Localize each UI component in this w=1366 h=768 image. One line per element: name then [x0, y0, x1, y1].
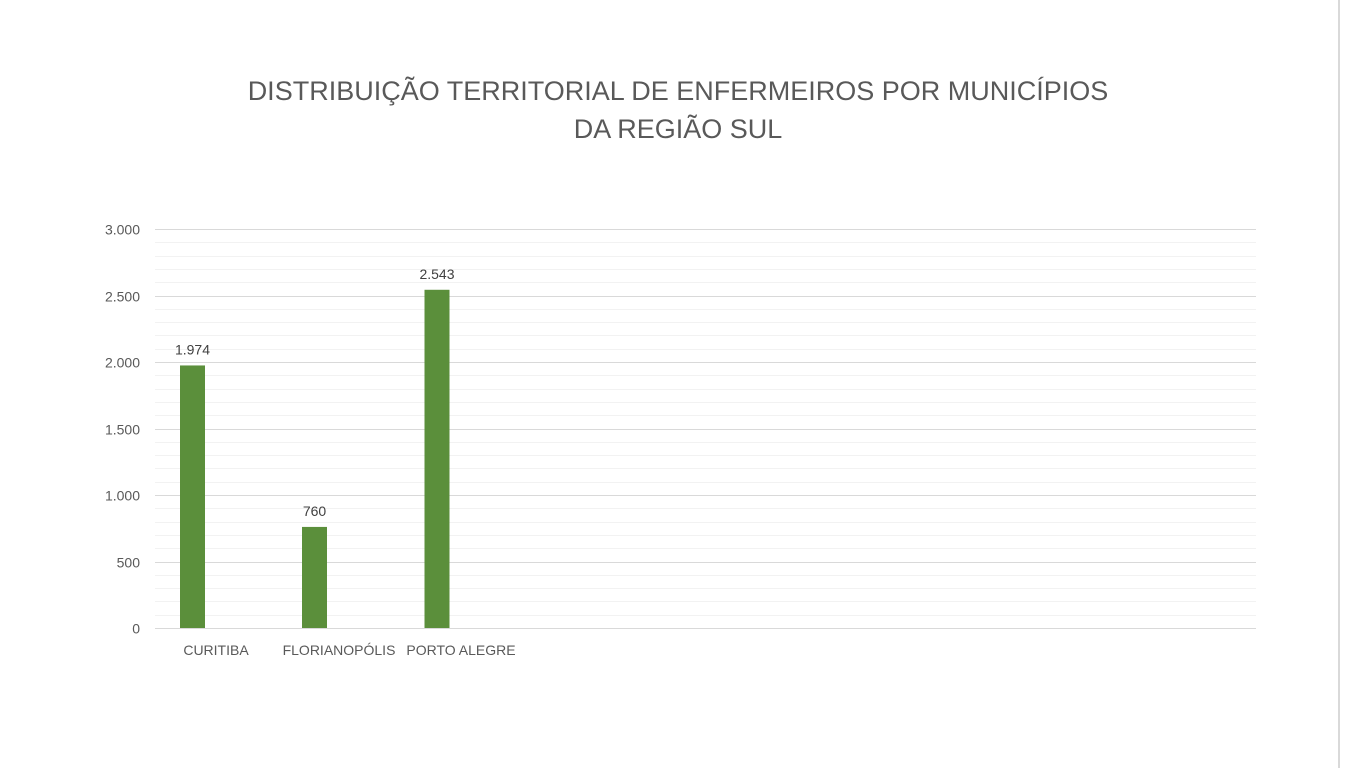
x-category-label: PORTO ALEGRE — [406, 642, 515, 658]
y-tick-label: 1.500 — [105, 422, 140, 438]
data-label: 760 — [303, 503, 327, 519]
data-label: 1.974 — [175, 341, 210, 357]
chart-title-line-2: DA REGIÃO SUL — [573, 114, 783, 144]
data-label: 2.543 — [419, 266, 454, 282]
x-category-label: FLORIANOPÓLIS — [283, 642, 396, 658]
y-tick-label: 1.000 — [105, 488, 140, 504]
chart-title: DISTRIBUIÇÃO TERRITORIAL DE ENFERMEIROS … — [0, 72, 1356, 148]
x-category-label: CURITIBA — [183, 642, 249, 658]
y-tick-label: 2.000 — [105, 355, 140, 371]
bar-florianopólis — [302, 526, 327, 628]
bar-porto-alegre — [424, 289, 450, 628]
bar-curitiba — [180, 365, 205, 628]
y-tick-label: 2.500 — [105, 289, 140, 305]
y-tick-label: 500 — [117, 555, 141, 571]
chart-title-line-1: DISTRIBUIÇÃO TERRITORIAL DE ENFERMEIROS … — [247, 76, 1109, 106]
y-tick-label: 0 — [132, 621, 140, 637]
y-tick-label: 3.000 — [105, 222, 140, 238]
slide-edge-divider — [1338, 0, 1340, 768]
